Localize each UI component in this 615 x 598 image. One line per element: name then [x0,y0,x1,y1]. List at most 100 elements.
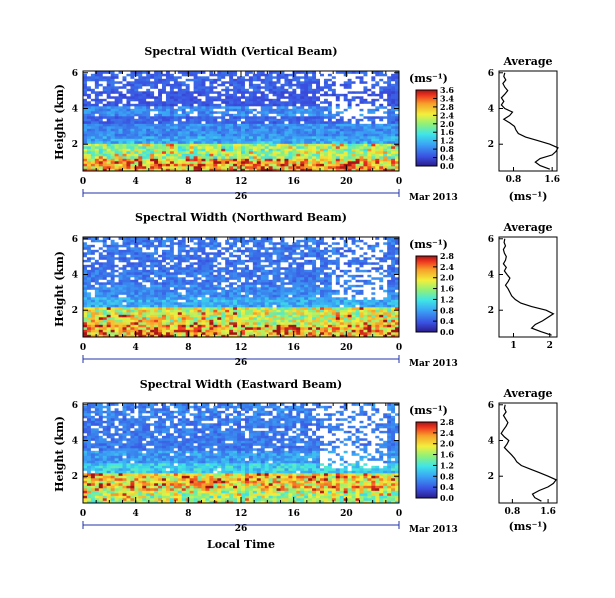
heatmap-cell [327,289,333,293]
heatmap-cell [98,71,104,74]
heatmap-cell [229,168,234,172]
heatmap-cell [237,88,242,92]
heatmap-cell [383,302,388,305]
heatmap-cell [177,334,183,338]
heatmap-cell [248,161,254,164]
heatmap-cell [205,73,210,77]
heatmap-cell [260,153,265,157]
heatmap-cell [347,151,352,154]
heatmap-cell [288,118,293,122]
heatmap-cell [142,83,147,87]
heatmap-cell [138,71,143,74]
heatmap-cell [331,141,337,144]
heatmap-cell [114,319,119,323]
heatmap-cell [142,148,147,152]
heatmap-cell [391,289,396,293]
heatmap-cell [237,128,242,132]
heatmap-cell [280,86,285,89]
heatmap-cell [110,148,115,152]
heatmap-cell [308,309,313,313]
heatmap-cell [363,76,368,79]
average-title: Average [502,55,552,68]
heatmap-cell [276,312,281,315]
heatmap-cell [162,73,167,77]
heatmap-cell [181,153,186,157]
heatmap-cell [169,319,175,323]
heatmap-cell [308,98,313,102]
heatmap-cell [118,83,123,87]
heatmap-cell [379,156,384,159]
heatmap-cell [359,158,364,162]
heatmap-cell [248,106,254,109]
heatmap-cell [122,299,127,303]
heatmap-cell [217,287,222,290]
heatmap-cell [201,128,206,132]
heatmap-cell [260,327,265,330]
heatmap-cell [292,83,297,87]
heatmap-cell [83,146,88,149]
heatmap-cell [335,156,341,159]
heatmap-cell [138,287,143,290]
heatmap-cell [383,299,388,303]
heatmap-cell [217,111,222,114]
heatmap-cell [395,101,400,104]
heatmap-cell [162,141,167,144]
heatmap-cell [181,332,186,335]
heatmap-cell [106,118,111,122]
heatmap-cell [395,96,400,99]
heatmap-cell [126,292,131,295]
heatmap-cell [280,136,285,139]
heatmap-cell [320,106,325,109]
heatmap-cell [379,146,384,149]
heatmap-cell [312,121,317,124]
heatmap-cell [244,329,250,333]
heatmap-cell [335,126,341,129]
heatmap-cell [316,133,321,137]
heatmap-cell [94,289,100,293]
heatmap-cell [252,314,258,318]
heatmap-cell [316,121,321,124]
heatmap-cell [213,287,218,290]
heatmap-cell [304,71,309,74]
heatmap-cell [154,284,159,288]
heatmap-cell [256,327,262,330]
heatmap-cell [154,108,159,112]
heatmap-cell [217,299,222,303]
heatmap-cell [201,153,206,157]
heatmap-cell [146,166,151,169]
heatmap-cell [142,302,147,305]
heatmap-cell [335,78,341,82]
heatmap-cell [193,292,198,295]
heatmap-cell [213,329,218,333]
heatmap-cell [304,138,309,142]
heatmap-cell [181,123,186,127]
heatmap-cell [320,76,325,79]
heatmap-cell [395,294,400,298]
heatmap-cell [359,304,364,308]
heatmap-cell [114,76,119,79]
heatmap-cell [244,156,250,159]
heatmap-cell [387,113,392,117]
heatmap-cell [173,93,179,97]
heatmap-cell [375,161,380,164]
heatmap-cell [142,161,147,164]
heatmap-cell [363,317,368,320]
heatmap-cell [391,153,396,157]
heatmap-cell [355,322,360,325]
heatmap-cell [300,106,305,109]
heatmap-cell [288,319,293,323]
heatmap-cell [158,121,163,124]
heatmap-cell [320,123,325,127]
heatmap-cell [339,133,344,137]
heatmap-cell [335,136,341,139]
heatmap-cell [225,151,230,154]
heatmap-cell [146,83,151,87]
heatmap-cell [288,71,293,74]
heatmap-cell [134,287,139,290]
heatmap-cell [343,136,348,139]
heatmap-cell [363,292,368,295]
heatmap-cell [320,78,325,82]
heatmap-cell [292,151,297,154]
heatmap-cell [284,168,289,172]
heatmap-cell [189,113,194,117]
